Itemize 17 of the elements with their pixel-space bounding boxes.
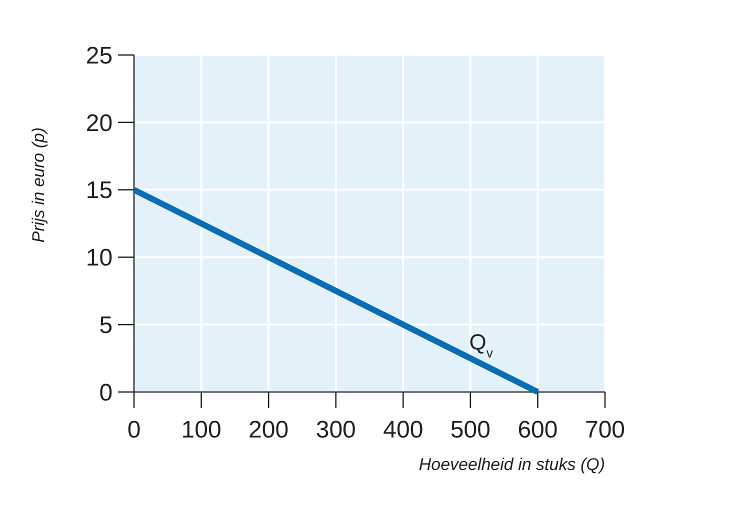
y-tick-label: 15 xyxy=(86,177,113,204)
x-tick-label: 500 xyxy=(450,416,490,444)
x-tick-label: 200 xyxy=(248,416,289,444)
y-tick-label: 10 xyxy=(86,244,113,272)
y-axis-title: Prijs in euro (p) xyxy=(29,127,48,243)
x-tick-label: 700 xyxy=(584,416,626,444)
x-tick-label: 300 xyxy=(316,416,356,444)
y-tick-label: 25 xyxy=(86,42,113,70)
y-tick-label: 0 xyxy=(99,379,113,406)
series-label: Q$_{v}$ xyxy=(469,330,494,360)
y-tick-label: 5 xyxy=(99,312,113,339)
x-tick-label: 400 xyxy=(383,416,424,444)
y-tick-label: 20 xyxy=(86,110,113,137)
x-tick-label: 600 xyxy=(518,416,558,444)
x-tick-label: 100 xyxy=(181,416,222,444)
x-axis-title: Hoeveelheid in stuks (Q) xyxy=(418,455,605,474)
x-tick-label: 0 xyxy=(127,416,141,444)
